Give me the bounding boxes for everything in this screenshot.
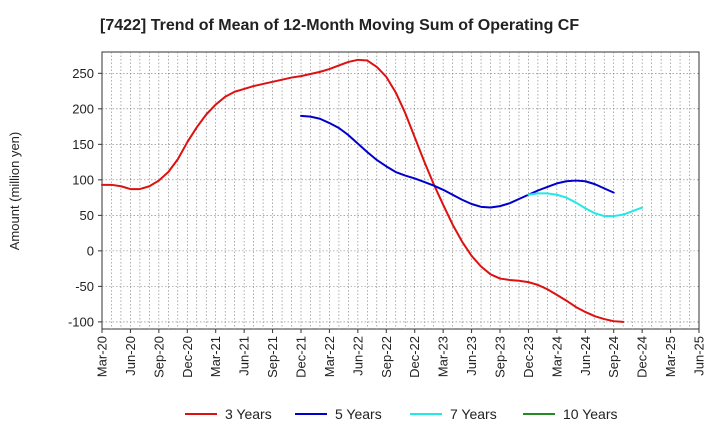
x-tick-label: Dec-20 (180, 336, 195, 378)
legend: 3 Years 5 Years 7 Years 10 Years (185, 406, 618, 422)
x-tick-label: Jun-24 (578, 336, 593, 376)
x-tick-label: Mar-23 (436, 336, 451, 377)
x-axis-ticks: Mar-20 Jun-20 Sep-20 Dec-20 Mar-21 Jun-21 Sep-… (95, 329, 707, 378)
x-tick-label: Jun-21 (237, 336, 252, 376)
series-lines (101, 58, 644, 323)
x-tick-label: Sep-22 (379, 336, 394, 378)
x-tick-label: Jun-23 (464, 336, 479, 376)
x-tick-label: Dec-22 (407, 336, 422, 378)
x-tick-label: Sep-20 (151, 336, 166, 378)
x-tick-label: Dec-21 (294, 336, 309, 378)
x-tick-label: Mar-22 (322, 336, 337, 377)
x-tick-label: Mar-21 (208, 336, 223, 377)
x-tick-label: Mar-20 (95, 336, 110, 377)
x-tick-label: Sep-24 (606, 336, 621, 378)
y-tick-label: 200 (72, 101, 94, 116)
grid-lines (102, 52, 699, 329)
x-tick-label: Mar-25 (663, 336, 678, 377)
legend-label-7-years: 7 Years (450, 406, 497, 422)
legend-label-10-years: 10 Years (563, 406, 618, 422)
y-tick-label: -100 (68, 314, 94, 329)
y-axis-ticks: 250 200 150 100 50 0 -50 -100 (68, 66, 102, 329)
series-line-3-years (101, 58, 625, 323)
x-tick-label: Jun-22 (350, 336, 365, 376)
y-axis-label: Amount (million yen) (7, 132, 22, 251)
x-tick-label: Jun-25 (692, 336, 707, 376)
x-tick-label: Mar-24 (549, 336, 564, 377)
chart-title: [7422] Trend of Mean of 12-Month Moving … (100, 17, 579, 34)
y-tick-label: -50 (75, 279, 94, 294)
y-tick-label: 100 (72, 172, 94, 187)
series-line-5-years (300, 114, 615, 209)
x-tick-label: Dec-24 (635, 336, 650, 378)
x-tick-label: Dec-23 (521, 336, 536, 378)
y-tick-label: 50 (80, 208, 94, 223)
y-tick-label: 250 (72, 66, 94, 81)
legend-label-5-years: 5 Years (335, 406, 382, 422)
y-tick-label: 150 (72, 137, 94, 152)
plot-area (101, 51, 700, 330)
x-tick-label: Jun-20 (123, 336, 138, 376)
x-tick-label: Sep-23 (493, 336, 508, 378)
legend-label-3-years: 3 Years (225, 406, 272, 422)
y-tick-label: 0 (87, 243, 94, 258)
series-line-7-years (527, 192, 644, 218)
x-tick-label: Sep-21 (265, 336, 280, 378)
